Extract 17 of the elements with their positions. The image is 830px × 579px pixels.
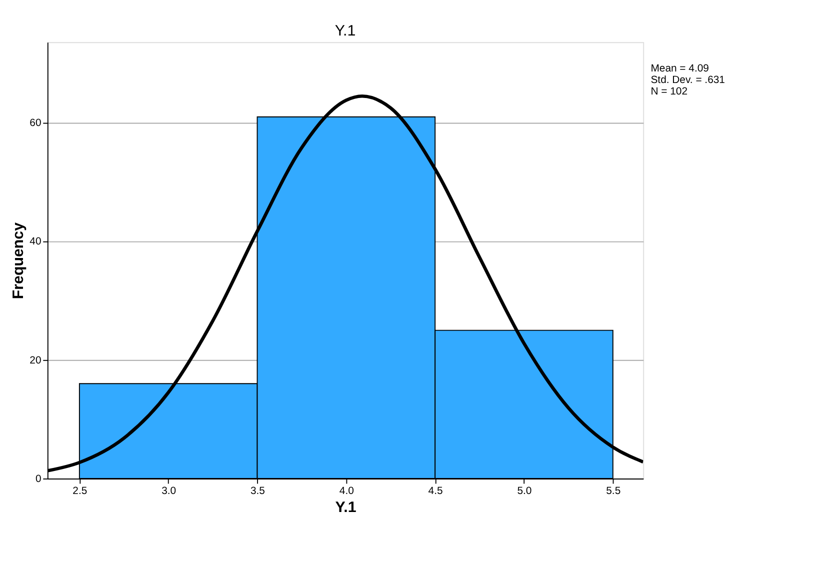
x-axis-title: Y.1 xyxy=(335,499,356,516)
text: Std. Dev. = .631 xyxy=(650,74,726,86)
text: Mean = 4.09 xyxy=(650,64,710,75)
text: N = 102 xyxy=(650,86,688,98)
x-tick-label: 5.5 xyxy=(606,486,621,498)
x-tick-label: 3.0 xyxy=(162,486,176,498)
y-tick-label: 0 xyxy=(35,474,42,485)
y-tick-label: 60 xyxy=(30,118,42,130)
y-tick-label: 20 xyxy=(30,355,42,366)
y-tick-label: 40 xyxy=(30,236,42,248)
x-tick-label: 2.5 xyxy=(72,486,88,498)
y-axis-title: Frequency xyxy=(10,222,28,300)
x-tick-label: 4.0 xyxy=(339,486,354,498)
x-tick-label: 5.0 xyxy=(517,486,532,498)
x-tick-label: 3.5 xyxy=(250,486,266,498)
x-tick-label: 4.5 xyxy=(428,486,443,498)
chart-title: Y.1 xyxy=(334,22,356,40)
